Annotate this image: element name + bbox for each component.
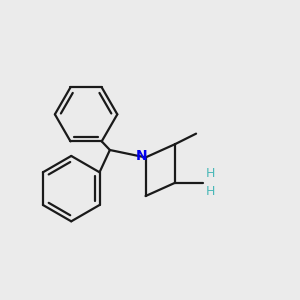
Text: H: H [206,167,216,180]
Text: N: N [135,149,147,163]
Text: H: H [206,184,216,197]
